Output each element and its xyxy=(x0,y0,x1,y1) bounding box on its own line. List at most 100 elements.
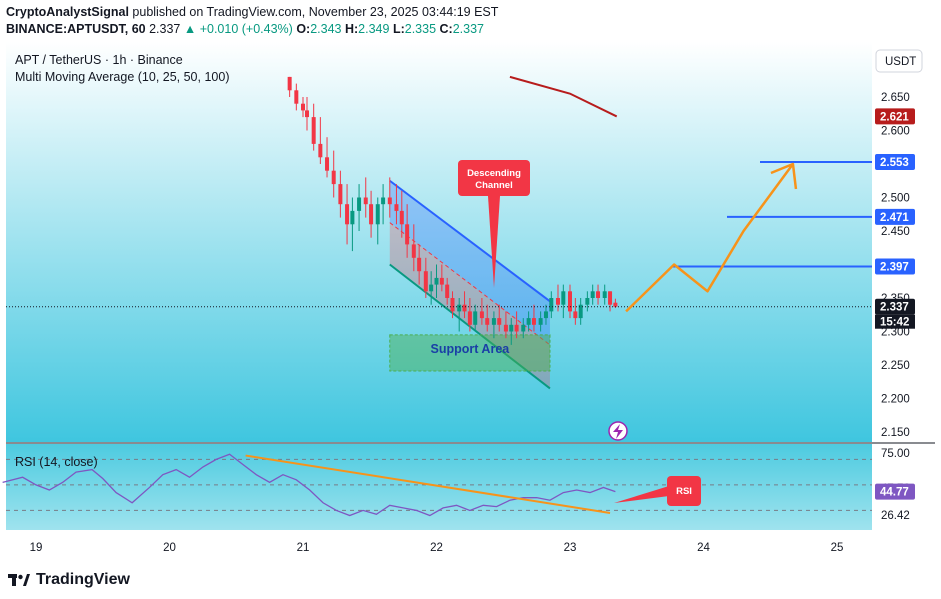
currency-button-label: USDT xyxy=(885,56,916,68)
candle-body xyxy=(411,244,416,258)
price-tag-bg xyxy=(875,258,915,275)
candle xyxy=(318,117,323,164)
tradingview-brand: TradingView xyxy=(36,571,130,588)
lightning-icon[interactable] xyxy=(608,421,628,441)
channel-upper-line[interactable] xyxy=(389,179,551,303)
time-axis[interactable] xyxy=(6,530,935,560)
candle-body xyxy=(467,311,472,325)
candle-body xyxy=(608,291,613,305)
currency-button[interactable]: USDT xyxy=(875,49,923,73)
rsi-trendline[interactable] xyxy=(245,454,611,514)
candle xyxy=(514,311,519,339)
price-tag-bg xyxy=(875,108,915,125)
candle xyxy=(526,311,531,332)
low-label: L: xyxy=(392,22,405,36)
candle xyxy=(381,184,386,225)
candle xyxy=(543,304,548,325)
price-tag[interactable]: 2.553 xyxy=(875,153,915,170)
candle xyxy=(573,298,578,325)
candle-body xyxy=(497,318,502,325)
candle xyxy=(345,184,350,245)
candle-body xyxy=(462,304,467,312)
price-tag[interactable]: 2.471 xyxy=(875,208,915,225)
indicator-legend[interactable]: Multi Moving Average (10, 25, 50, 100) xyxy=(15,70,230,84)
price-tag[interactable]: 2.621 xyxy=(875,108,915,125)
candle xyxy=(301,97,305,118)
moving-average-line xyxy=(509,75,618,118)
symbol-info: BINANCE:APTUSDT, 60 2.337 ▲ +0.010 (+0.4… xyxy=(6,22,484,36)
price-tag-label: 2.553 xyxy=(880,157,909,169)
tradingview-logo[interactable]: TradingView xyxy=(8,571,130,589)
candle xyxy=(462,291,467,319)
rsi-value-tag[interactable]: 44.77 xyxy=(875,483,915,500)
candle-body xyxy=(602,291,607,298)
publish-info: CryptoAnalystSignal published on Trading… xyxy=(6,5,498,19)
close-value: 2.337 xyxy=(452,22,484,36)
author-name[interactable]: CryptoAnalystSignal xyxy=(6,5,129,19)
candle-body xyxy=(531,318,536,325)
rsi-callout-box xyxy=(667,476,701,506)
candle-body xyxy=(549,298,554,312)
price-tag[interactable]: 2.397 xyxy=(875,258,915,275)
symbol-name: BINANCE:APTUSDT, 60 xyxy=(6,22,146,36)
candle xyxy=(357,184,362,231)
candle-body xyxy=(305,110,310,118)
countdown-bg xyxy=(875,314,915,329)
candle-body xyxy=(345,204,350,225)
candle-body xyxy=(325,157,330,171)
price-tick-label: 2.450 xyxy=(881,226,910,238)
rsi-tick-label: 75.00 xyxy=(881,448,910,460)
lightning-icon-bolt xyxy=(613,424,623,439)
candle xyxy=(411,224,416,272)
price-tag[interactable]: 2.337 15:42 xyxy=(875,298,915,329)
candle xyxy=(394,184,399,225)
high-value: 2.349 xyxy=(358,22,390,36)
candle xyxy=(434,264,439,298)
rsi-callout-pointer xyxy=(614,486,669,503)
candle xyxy=(429,271,434,305)
chart-title[interactable]: APT / TetherUS · 1h · Binance xyxy=(15,53,183,67)
time-tick-label: 21 xyxy=(297,542,310,554)
candle xyxy=(369,190,374,238)
channel-callout-box[interactable] xyxy=(458,160,530,196)
support-area-box[interactable] xyxy=(389,334,551,372)
price-tick-label: 2.200 xyxy=(881,394,910,406)
candle xyxy=(331,150,336,198)
candle xyxy=(350,197,355,252)
candle xyxy=(479,298,484,325)
high-label: H: xyxy=(344,22,359,36)
candle-body xyxy=(473,311,478,325)
channel-callout-pointer xyxy=(488,196,500,288)
time-tick-label: 23 xyxy=(564,542,577,554)
footer: TradingView xyxy=(0,562,941,599)
candle-body xyxy=(394,204,399,211)
projection-path[interactable] xyxy=(625,163,794,313)
candle-body xyxy=(485,318,490,325)
rsi-legend[interactable]: RSI (14, close) xyxy=(15,455,98,469)
candle-body xyxy=(381,197,386,205)
price-tag-label: 2.471 xyxy=(880,212,909,224)
candle xyxy=(503,311,508,339)
candle xyxy=(287,76,292,97)
candle-body xyxy=(399,210,404,225)
candle xyxy=(497,304,502,332)
candle-body xyxy=(387,197,392,205)
rsi-callout[interactable]: RSI xyxy=(614,476,701,506)
candle-body xyxy=(417,257,422,272)
candle xyxy=(473,304,478,332)
open-label: O: xyxy=(296,22,311,36)
candle xyxy=(417,244,422,285)
channel-callout-line1: Descending xyxy=(467,168,521,179)
time-tick-label: 24 xyxy=(697,542,710,554)
candle xyxy=(531,304,536,332)
candle xyxy=(596,284,601,305)
candle xyxy=(363,177,368,218)
rsi-tick-label: 26.42 xyxy=(881,510,910,522)
candle-body xyxy=(526,318,531,325)
candle-body xyxy=(457,304,462,312)
candle xyxy=(445,277,450,305)
price-tag-label: 2.397 xyxy=(880,262,909,274)
candle-body xyxy=(450,298,455,312)
candle xyxy=(294,83,299,111)
